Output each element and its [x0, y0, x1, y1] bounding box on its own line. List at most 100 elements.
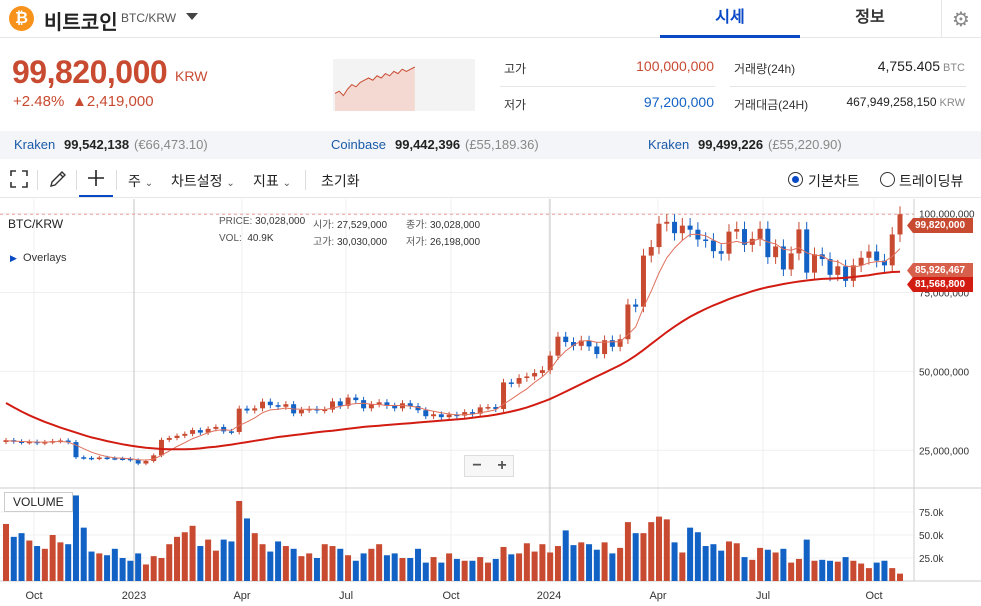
fullscreen-icon[interactable] [10, 170, 28, 191]
volume-bar [523, 543, 530, 581]
candle-body [151, 455, 157, 462]
candle-body [260, 401, 266, 409]
candlestick-chart[interactable]: 100,000,000 75,000,000 50,000,000 25,000,00… [0, 199, 981, 606]
volume-bar [430, 557, 437, 581]
volume-bar [772, 552, 779, 581]
chart-settings-dropdown[interactable]: 차트설정 ⌄ [171, 173, 235, 189]
gear-icon[interactable]: ⚙ [952, 9, 970, 31]
candle-body [858, 257, 864, 266]
pencil-icon[interactable] [48, 169, 68, 192]
volume-bar [189, 525, 196, 581]
vol-tick-label: 25.0k [919, 554, 944, 565]
header-bar: ₿ 비트코인 BTC/KRW 시세 정보 ⚙ [0, 0, 981, 38]
candle-body [508, 382, 514, 384]
exchange-name[interactable]: Kraken [648, 137, 690, 152]
candle-body [244, 408, 250, 411]
chevron-down-icon: ⌄ [144, 178, 154, 189]
candle-body [796, 229, 802, 254]
volume-bar [873, 562, 880, 581]
volume-bar [780, 548, 787, 581]
candle-body [819, 254, 825, 260]
volume-bar [617, 547, 624, 581]
volume-bar [383, 555, 390, 581]
radio-tradingview-label[interactable]: 트레이딩뷰 [899, 173, 964, 189]
volume-bar [236, 500, 243, 581]
vol-tick-label: 75.0k [919, 508, 944, 519]
volume-bar [725, 541, 732, 581]
candle-body [283, 404, 289, 407]
volume-bar [313, 558, 320, 581]
legend-low: 저가: 26,198,000 [406, 237, 481, 248]
indicators-dropdown[interactable]: 지표 ⌄ [253, 173, 292, 189]
volume-bar [212, 550, 219, 581]
exchange-price: 99,499,226 [698, 137, 764, 152]
coin-pair[interactable]: BTC/KRW [121, 11, 177, 25]
candle-body [423, 410, 429, 417]
x-tick-label: Jul [756, 590, 770, 602]
candle-body [182, 433, 188, 436]
volume-bar [749, 559, 756, 581]
candle-body [26, 441, 32, 444]
period-dropdown[interactable]: 주 ⌄ [128, 173, 154, 189]
exchange-name[interactable]: Coinbase [331, 137, 386, 152]
radio-basic-label[interactable]: 기본차트 [808, 173, 860, 189]
candle-body [679, 225, 685, 234]
candle-body [65, 440, 71, 443]
candle-body [742, 229, 748, 245]
amount-value: 467,949,258,150 KRW [846, 95, 965, 109]
volume-bar [259, 544, 266, 581]
zoom-out-button[interactable]: − [472, 457, 482, 474]
chevron-down-icon: ⌄ [226, 178, 235, 189]
volume-bar [220, 539, 227, 581]
candle-body [469, 412, 475, 414]
volume-bar [897, 573, 903, 581]
reset-button[interactable]: 초기화 [321, 173, 360, 189]
volume-bar [803, 539, 810, 581]
volume-bar [453, 558, 460, 581]
divider [305, 170, 306, 190]
candle-body [710, 240, 716, 252]
tab-info[interactable]: 정보 [855, 9, 885, 26]
crosshair-icon[interactable] [86, 168, 106, 191]
chevron-down-icon[interactable] [186, 13, 198, 20]
candle-body [221, 426, 227, 432]
candle-body [267, 401, 273, 406]
ma-long-line [5, 270, 901, 451]
exchange-bar: Kraken 99,542,138 (€66,473.10) Coinbase … [0, 131, 981, 159]
candle-body [438, 414, 444, 418]
volume-bar [842, 557, 849, 581]
volume-bar [663, 519, 670, 581]
y-tick-label: 75,000,000 [919, 289, 969, 300]
candle-body [166, 437, 172, 440]
candle-body [392, 405, 398, 409]
candle-body [174, 435, 180, 438]
candle-body [804, 229, 810, 273]
candle-body [749, 238, 755, 245]
high-value: 100,000,000 [636, 58, 714, 74]
zoom-in-button[interactable]: + [497, 457, 507, 474]
volume-bar [158, 558, 165, 581]
volume-bar [41, 548, 48, 581]
radio-tradingview[interactable] [880, 172, 895, 187]
exchange-name[interactable]: Kraken [14, 137, 56, 152]
volume-bar [648, 522, 655, 581]
candle-body [843, 266, 849, 281]
radio-basic-chart[interactable] [788, 172, 803, 187]
volume-bar [127, 560, 134, 581]
candle-body [407, 403, 413, 407]
tab-price[interactable]: 시세 [660, 0, 800, 38]
volume-bar [764, 549, 771, 581]
candle-body [547, 355, 553, 371]
overlays-toggle[interactable]: ▶ Overlays [10, 252, 67, 264]
x-tick-label: Apr [649, 590, 666, 602]
price-chart[interactable]: 100,000,000 75,000,000 50,000,000 25,000,00… [0, 199, 981, 606]
volume-bar [181, 532, 188, 581]
low-value: 97,200,000 [643, 94, 714, 110]
x-tick-label: Jul [339, 590, 353, 602]
candle-body [625, 304, 631, 340]
volume-bar [290, 548, 297, 581]
coin-name[interactable]: 비트코인 [44, 12, 118, 34]
volume-bar [865, 568, 872, 581]
candle-body [205, 428, 211, 433]
candle-body [780, 246, 786, 270]
